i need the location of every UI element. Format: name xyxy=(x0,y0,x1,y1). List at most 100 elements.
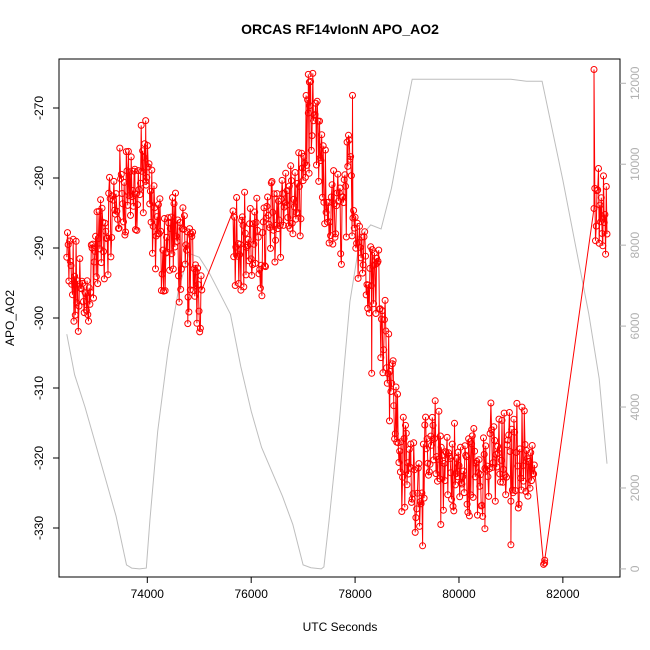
data-point xyxy=(292,215,300,223)
data-point xyxy=(421,421,429,429)
data-point xyxy=(476,482,484,490)
data-point xyxy=(404,459,412,467)
data-point xyxy=(301,159,309,167)
data-point xyxy=(386,367,394,375)
data-point xyxy=(497,478,504,486)
data-point xyxy=(411,528,419,536)
data-point xyxy=(322,208,330,216)
data-point xyxy=(357,254,365,262)
data-point xyxy=(480,434,487,442)
data-point xyxy=(455,462,463,469)
data-point xyxy=(399,413,407,421)
data-point xyxy=(80,309,88,317)
data-point xyxy=(383,379,391,387)
data-point xyxy=(74,327,82,335)
data-point xyxy=(313,97,321,105)
x-tick-label: 78000 xyxy=(338,587,372,601)
data-point xyxy=(290,195,298,203)
data-point xyxy=(117,175,125,183)
data-point xyxy=(280,203,288,211)
data-point xyxy=(470,425,478,432)
data-point xyxy=(385,330,393,338)
data-point xyxy=(420,494,428,502)
data-point xyxy=(348,232,356,240)
data-point xyxy=(131,165,139,173)
x-tick-label: 82000 xyxy=(546,587,580,601)
secondary-series-line xyxy=(66,78,608,570)
data-point xyxy=(294,209,302,217)
data-point xyxy=(82,290,90,298)
data-point xyxy=(86,300,94,308)
data-point xyxy=(188,232,196,240)
x-tick-label: 76000 xyxy=(235,587,269,601)
data-point xyxy=(351,213,359,221)
data-point xyxy=(256,266,264,273)
data-point xyxy=(435,407,443,415)
data-point xyxy=(127,153,135,161)
data-point xyxy=(505,431,513,439)
data-point xyxy=(109,196,117,204)
data-point xyxy=(282,201,290,209)
data-point xyxy=(466,438,474,446)
data-point xyxy=(334,170,342,178)
data-point xyxy=(444,491,452,499)
data-point xyxy=(590,66,598,73)
y-tick-label: -280 xyxy=(32,166,46,190)
data-point xyxy=(378,307,386,315)
data-point xyxy=(233,194,241,201)
data-point xyxy=(194,281,202,289)
data-point xyxy=(87,288,95,296)
data-point xyxy=(123,167,131,175)
data-point xyxy=(296,232,304,240)
data-point xyxy=(541,559,549,567)
data-point xyxy=(320,198,328,206)
x-tick-label: 74000 xyxy=(131,587,165,601)
data-point xyxy=(364,304,372,312)
data-point xyxy=(511,428,519,436)
data-point xyxy=(90,294,97,302)
data-point xyxy=(376,305,384,313)
data-point xyxy=(490,423,498,431)
data-point xyxy=(487,399,495,407)
data-point xyxy=(238,213,246,221)
data-point xyxy=(64,241,72,249)
data-point xyxy=(359,261,367,269)
data-point xyxy=(252,218,260,226)
data-point xyxy=(503,441,511,449)
data-point xyxy=(443,433,451,441)
data-point xyxy=(337,250,345,258)
data-point xyxy=(493,463,501,471)
data-point xyxy=(405,470,412,478)
data-point xyxy=(318,131,326,139)
data-point xyxy=(289,230,297,238)
data-point xyxy=(284,214,292,221)
data-point xyxy=(231,282,239,289)
data-point xyxy=(184,320,192,328)
data-point xyxy=(384,370,392,377)
data-point xyxy=(149,249,156,257)
data-point xyxy=(447,469,455,477)
data-point xyxy=(80,298,87,305)
data-point xyxy=(496,470,504,478)
data-point xyxy=(370,300,378,308)
data-point xyxy=(66,237,74,245)
data-point xyxy=(304,70,312,78)
data-point xyxy=(415,460,423,468)
data-point xyxy=(525,458,533,466)
data-point xyxy=(82,306,90,314)
data-point xyxy=(231,213,238,221)
data-point xyxy=(425,468,433,476)
data-point xyxy=(541,556,549,564)
data-point xyxy=(142,117,150,125)
data-point xyxy=(346,155,354,163)
data-point xyxy=(362,291,370,299)
data-point xyxy=(464,508,472,516)
data-point xyxy=(172,189,179,197)
data-point xyxy=(113,207,121,215)
data-point xyxy=(163,233,171,241)
data-point xyxy=(263,202,271,210)
data-point xyxy=(460,489,468,497)
data-point xyxy=(597,194,605,202)
data-point xyxy=(468,440,476,448)
data-point xyxy=(486,430,494,437)
